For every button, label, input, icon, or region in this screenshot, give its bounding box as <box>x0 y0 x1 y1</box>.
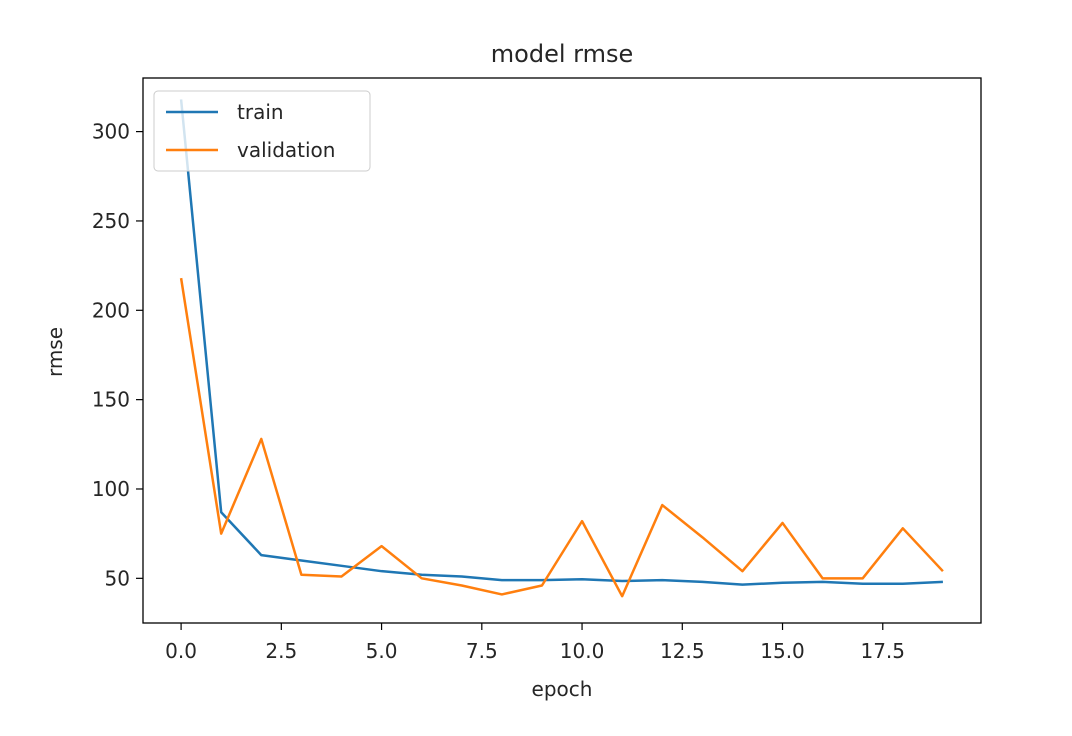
legend: train validation <box>153 90 371 172</box>
x-tick-label: 10.0 <box>560 639 605 663</box>
x-tick-label: 5.0 <box>366 639 398 663</box>
plot-frame <box>142 77 982 624</box>
y-axis: 50 100 150 200 250 300 <box>92 120 143 590</box>
series-layer <box>179 99 944 598</box>
x-tick-label: 0.0 <box>165 639 197 663</box>
x-tick-label: 2.5 <box>265 639 297 663</box>
x-axis-label: epoch <box>532 677 593 701</box>
series-line-validation <box>179 277 944 598</box>
legend-label-validation: validation <box>237 138 335 162</box>
legend-label-train: train <box>237 100 284 124</box>
y-tick-label: 50 <box>105 566 130 590</box>
y-axis-label: rmse <box>43 327 67 377</box>
chart-title: model rmse <box>491 40 633 68</box>
series-line-train <box>179 99 943 586</box>
x-tick-label: 12.5 <box>660 639 705 663</box>
x-tick-label: 17.5 <box>860 639 905 663</box>
x-tick-label: 7.5 <box>466 639 498 663</box>
x-tick-label: 15.0 <box>760 639 805 663</box>
y-tick-label: 150 <box>92 388 130 412</box>
y-tick-label: 250 <box>92 209 130 233</box>
y-tick-label: 300 <box>92 120 130 144</box>
y-tick-label: 200 <box>92 298 130 322</box>
y-tick-label: 100 <box>92 477 130 501</box>
x-axis: 0.0 2.5 5.0 7.5 10.0 12.5 15.0 17.5 <box>165 623 905 663</box>
